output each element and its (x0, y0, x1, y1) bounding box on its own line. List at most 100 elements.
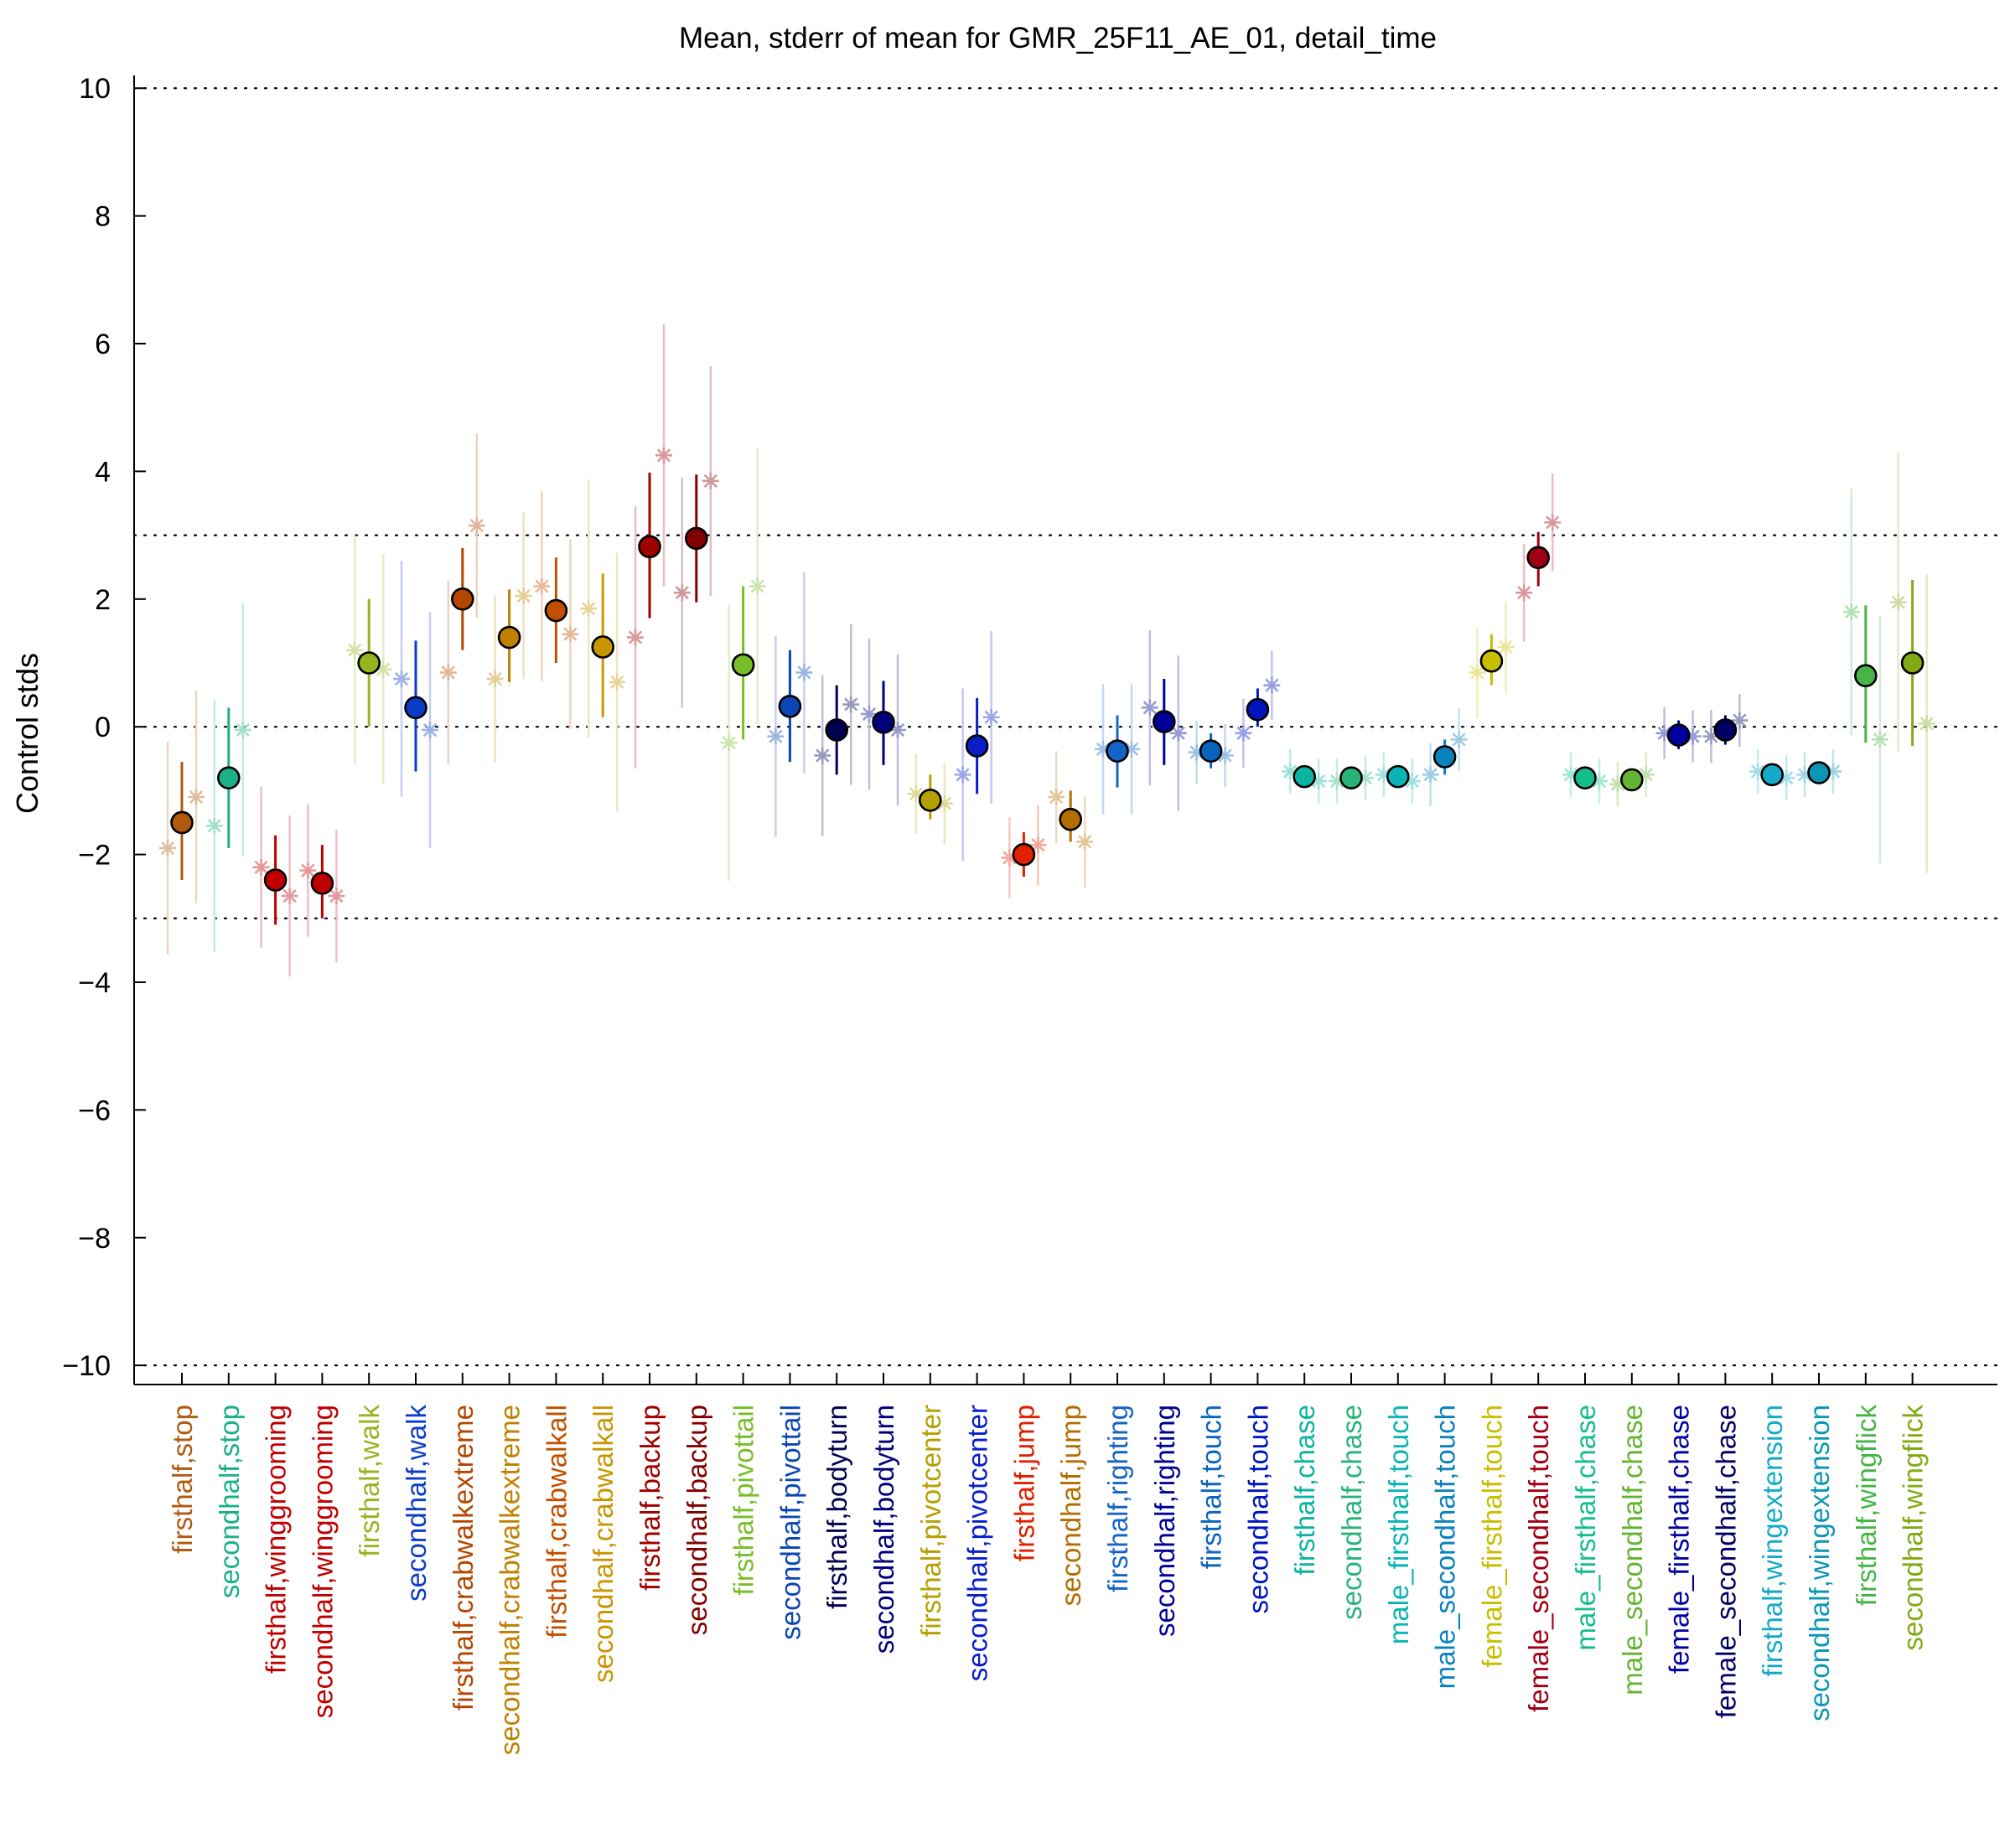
replicate-star-marker (516, 588, 531, 603)
x-tick-label: firsthalf,stop (167, 1405, 198, 1554)
y-axis-label: Control stds (10, 653, 44, 814)
replicate-star-marker (441, 665, 455, 680)
x-tick-label: secondhalf,pivotcenter (962, 1405, 993, 1681)
replicate-star-marker (890, 722, 905, 738)
mean-point (1854, 664, 1878, 688)
x-tick-label: firsthalf,righting (1102, 1405, 1133, 1592)
y-tick-label: 6 (95, 329, 111, 360)
y-tick-label: −4 (78, 967, 111, 999)
mean-point (872, 711, 895, 734)
mean-point (731, 653, 755, 677)
y-tick-label: 8 (95, 201, 111, 233)
replicate-star-marker (656, 448, 671, 463)
x-tick-label: secondhalf,backup (681, 1405, 712, 1635)
replicate-star-marker (1780, 771, 1794, 785)
replicate-star-marker (1218, 748, 1232, 763)
x-tick-label: firsthalf,wingextension (1757, 1405, 1788, 1677)
y-tick-label: 4 (95, 456, 111, 488)
replicate-star-marker (1844, 604, 1858, 619)
replicate-star-marker (254, 860, 268, 874)
replicate-star-marker (1049, 789, 1064, 805)
x-tick-label: secondhalf,jump (1055, 1405, 1086, 1606)
mean-point (1293, 764, 1316, 789)
mean-point (778, 695, 802, 718)
replicate-star-marker (909, 787, 923, 801)
x-tick-label: secondhalf,righting (1149, 1405, 1180, 1637)
plot-area (159, 324, 1935, 977)
mean-point (216, 766, 241, 789)
x-tick-label: secondhalf,wingextension (1804, 1405, 1835, 1721)
replicate-star-marker (1283, 764, 1298, 779)
replicate-star-marker (769, 729, 783, 743)
replicate-star-marker (1563, 768, 1578, 782)
replicate-star-marker (1920, 717, 1934, 731)
replicate-star-marker (348, 643, 362, 657)
replicate-star-marker (160, 841, 175, 856)
mean-point (1620, 768, 1644, 792)
x-tick-label: secondhalf,crabwalkall (588, 1405, 619, 1683)
axes (133, 75, 1997, 1385)
replicate-star-marker (394, 671, 409, 686)
x-tick-label: firsthalf,walk (354, 1405, 385, 1557)
x-tick-label: male_firsthalf,chase (1570, 1405, 1601, 1650)
replicate-star-marker (1891, 595, 1905, 609)
replicate-star-marker (1236, 726, 1251, 740)
y-tick-label: −8 (78, 1223, 111, 1255)
x-tick-label: female_firsthalf,touch (1476, 1405, 1507, 1668)
mean-point (919, 789, 942, 812)
x-tick-label: firsthalf,crabwalkextreme (448, 1405, 479, 1711)
mean-point (1012, 842, 1036, 867)
replicate-star-marker (1592, 774, 1607, 789)
x-tick-label: firsthalf,touch (1196, 1405, 1227, 1569)
replicate-star-marker (563, 627, 578, 641)
replicate-star-marker (1096, 742, 1111, 756)
mean-point (170, 810, 194, 835)
y-tick-label: 2 (95, 584, 111, 616)
mean-point (497, 625, 521, 650)
mean-point (1479, 649, 1504, 673)
mean-point (1713, 718, 1738, 742)
replicate-star-marker (797, 665, 811, 680)
replicate-star-marker (1376, 768, 1391, 782)
x-tick-label: female_firsthalf,chase (1664, 1405, 1695, 1674)
replicate-star-marker (984, 710, 998, 724)
replicate-star-marker (1078, 835, 1092, 849)
replicate-star-marker (1312, 774, 1326, 789)
replicate-star-marker (236, 722, 250, 738)
mean-point (1900, 651, 1925, 675)
y-tick-label: −2 (78, 840, 111, 872)
replicate-star-marker (207, 819, 221, 833)
x-tick-label: firsthalf,backup (635, 1405, 666, 1591)
replicate-star-marker (282, 888, 297, 903)
y-tick-label: 0 (95, 712, 111, 743)
x-tick-label: male_secondhalf,touch (1430, 1405, 1461, 1689)
mean-point (544, 598, 568, 623)
x-tick-label: male_firsthalf,touch (1383, 1405, 1414, 1644)
replicate-star-marker (1171, 726, 1185, 740)
mean-point (1433, 745, 1457, 769)
replicate-star-marker (1031, 838, 1045, 852)
x-tick-label: firsthalf,pivotcenter (915, 1405, 946, 1637)
replicate-star-marker (376, 662, 391, 676)
x-tick-labels: firsthalf,stop secondhalf,stop firsthalf,w… (167, 1373, 1929, 1755)
replicate-star-marker (1546, 515, 1560, 530)
y-tick-label: −10 (62, 1350, 111, 1382)
mean-point (1059, 807, 1082, 831)
mean-point (1106, 739, 1129, 763)
y-tick-label: 10 (79, 73, 111, 105)
replicate-star-marker (675, 586, 689, 600)
x-tick-label: firsthalf,crabwalkall (541, 1405, 572, 1638)
x-tick-label: firsthalf,chase (1289, 1405, 1320, 1576)
x-tick-label: firsthalf,winggrooming (261, 1405, 292, 1674)
mean-point (357, 651, 381, 675)
replicate-star-marker (816, 748, 830, 763)
mean-point (825, 718, 849, 742)
x-tick-label: female_secondhalf,touch (1523, 1405, 1554, 1712)
y-tick-label: −6 (78, 1095, 111, 1126)
replicate-star-marker (329, 888, 344, 903)
mean-point (1760, 763, 1784, 787)
replicate-star-marker (750, 579, 764, 593)
replicate-star-marker (1452, 732, 1466, 747)
x-tick-label: secondhalf,touch (1242, 1405, 1273, 1614)
